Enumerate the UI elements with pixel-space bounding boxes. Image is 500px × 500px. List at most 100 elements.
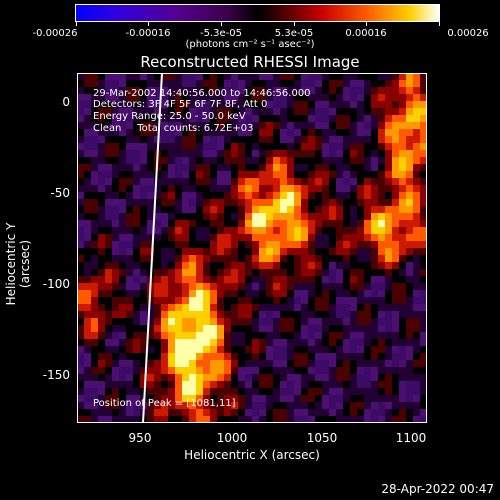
image-pixel bbox=[154, 353, 161, 360]
image-pixel bbox=[161, 122, 168, 129]
y-tick-label: -50 bbox=[50, 186, 70, 200]
image-pixel bbox=[112, 262, 119, 269]
image-pixel bbox=[91, 234, 98, 241]
image-pixel bbox=[301, 213, 308, 220]
image-pixel bbox=[217, 94, 224, 101]
image-pixel bbox=[273, 395, 280, 402]
image-pixel bbox=[238, 395, 245, 402]
image-pixel bbox=[77, 381, 84, 388]
image-pixel bbox=[98, 122, 105, 129]
image-pixel bbox=[399, 353, 406, 360]
image-pixel bbox=[119, 108, 126, 115]
image-pixel bbox=[266, 80, 273, 87]
image-pixel bbox=[189, 150, 196, 157]
image-pixel bbox=[378, 171, 385, 178]
image-pixel bbox=[350, 213, 357, 220]
image-pixel bbox=[315, 346, 322, 353]
image-pixel bbox=[322, 283, 329, 290]
image-pixel bbox=[203, 409, 210, 416]
image-pixel bbox=[357, 297, 364, 304]
image-pixel bbox=[329, 262, 336, 269]
image-pixel bbox=[399, 262, 406, 269]
image-pixel bbox=[406, 402, 413, 409]
image-pixel bbox=[294, 150, 301, 157]
image-pixel bbox=[126, 325, 133, 332]
image-pixel bbox=[392, 416, 399, 423]
image-pixel bbox=[84, 122, 91, 129]
image-pixel bbox=[161, 290, 168, 297]
image-pixel bbox=[217, 108, 224, 115]
image-pixel bbox=[343, 108, 350, 115]
image-pixel bbox=[371, 143, 378, 150]
image-pixel bbox=[133, 157, 140, 164]
image-pixel bbox=[406, 94, 413, 101]
image-pixel bbox=[413, 374, 420, 381]
image-pixel bbox=[112, 80, 119, 87]
image-pixel bbox=[161, 115, 168, 122]
image-pixel bbox=[392, 304, 399, 311]
image-pixel bbox=[84, 248, 91, 255]
image-pixel bbox=[140, 157, 147, 164]
image-pixel bbox=[322, 150, 329, 157]
image-pixel bbox=[210, 290, 217, 297]
image-pixel bbox=[189, 171, 196, 178]
image-pixel bbox=[203, 297, 210, 304]
image-pixel bbox=[273, 192, 280, 199]
image-pixel bbox=[273, 402, 280, 409]
image-pixel bbox=[140, 248, 147, 255]
image-pixel bbox=[210, 318, 217, 325]
image-pixel bbox=[413, 297, 420, 304]
image-pixel bbox=[140, 234, 147, 241]
image-pixel bbox=[189, 311, 196, 318]
image-pixel bbox=[182, 206, 189, 213]
image-pixel bbox=[203, 220, 210, 227]
image-pixel bbox=[329, 185, 336, 192]
image-pixel bbox=[133, 213, 140, 220]
image-pixel bbox=[175, 136, 182, 143]
image-pixel bbox=[301, 381, 308, 388]
image-pixel bbox=[343, 395, 350, 402]
image-pixel bbox=[322, 101, 329, 108]
image-pixel bbox=[210, 157, 217, 164]
image-pixel bbox=[245, 115, 252, 122]
image-pixel bbox=[322, 108, 329, 115]
image-pixel bbox=[385, 332, 392, 339]
image-pixel bbox=[77, 164, 84, 171]
image-pixel bbox=[273, 409, 280, 416]
image-pixel bbox=[140, 374, 147, 381]
image-pixel bbox=[266, 122, 273, 129]
image-pixel bbox=[294, 409, 301, 416]
image-pixel bbox=[252, 395, 259, 402]
image-pixel bbox=[231, 185, 238, 192]
image-pixel bbox=[210, 199, 217, 206]
image-pixel bbox=[336, 290, 343, 297]
image-pixel bbox=[112, 192, 119, 199]
image-pixel bbox=[385, 255, 392, 262]
x-tick-label: 1100 bbox=[395, 431, 427, 445]
image-pixel bbox=[266, 353, 273, 360]
image-pixel bbox=[161, 150, 168, 157]
image-pixel bbox=[392, 339, 399, 346]
image-pixel bbox=[385, 374, 392, 381]
image-pixel bbox=[343, 388, 350, 395]
image-pixel bbox=[161, 227, 168, 234]
image-pixel bbox=[98, 318, 105, 325]
image-pixel bbox=[224, 395, 231, 402]
image-pixel bbox=[168, 388, 175, 395]
image-pixel bbox=[203, 381, 210, 388]
image-pixel bbox=[98, 234, 105, 241]
image-pixel bbox=[168, 199, 175, 206]
image-pixel bbox=[203, 234, 210, 241]
image-pixel bbox=[406, 80, 413, 87]
image-pixel bbox=[273, 178, 280, 185]
image-pixel bbox=[147, 234, 154, 241]
image-pixel bbox=[385, 248, 392, 255]
image-pixel bbox=[189, 304, 196, 311]
image-pixel bbox=[357, 360, 364, 367]
image-pixel bbox=[105, 241, 112, 248]
image-pixel bbox=[140, 129, 147, 136]
image-pixel bbox=[98, 157, 105, 164]
image-pixel bbox=[259, 87, 266, 94]
image-pixel bbox=[329, 416, 336, 423]
image-pixel bbox=[217, 276, 224, 283]
